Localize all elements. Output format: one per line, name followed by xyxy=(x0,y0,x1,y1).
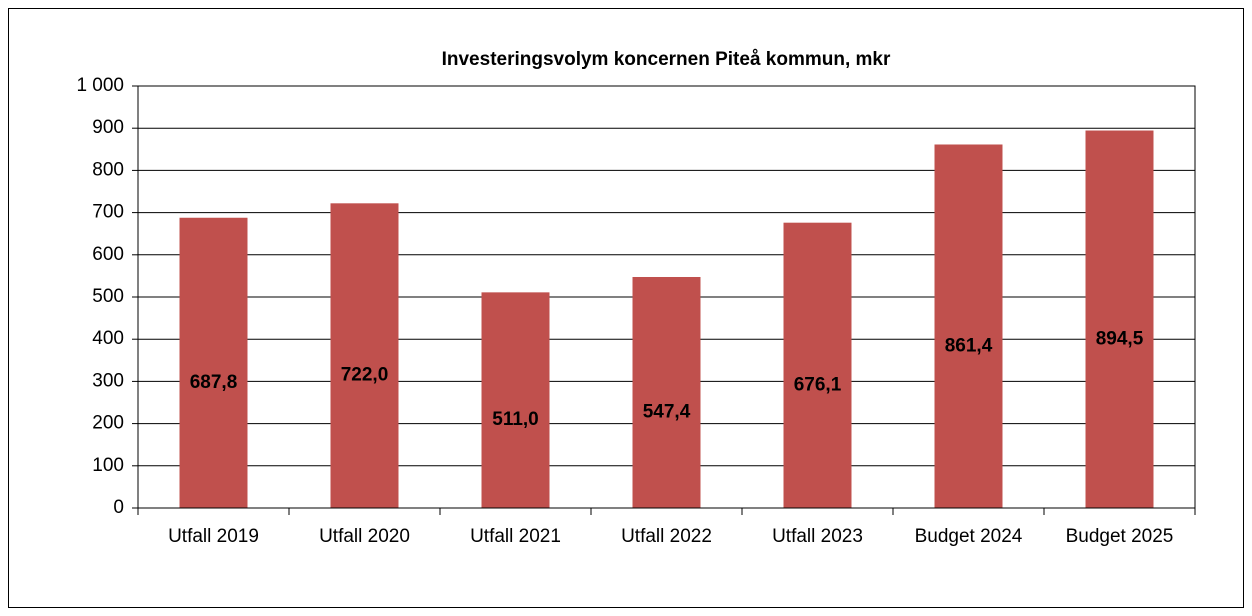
y-tick-label: 0 xyxy=(113,497,124,518)
data-label: 676,1 xyxy=(794,374,842,395)
data-label: 511,0 xyxy=(492,409,539,430)
bar xyxy=(783,222,852,509)
bar xyxy=(632,276,701,508)
bar xyxy=(481,292,550,508)
bar xyxy=(1085,130,1154,508)
y-tick-label: 1 000 xyxy=(76,75,124,96)
y-tick-label: 600 xyxy=(92,244,124,265)
chart-title: Investeringsvolym koncernen Piteå kommun… xyxy=(442,49,891,70)
x-tick-label: Utfall 2022 xyxy=(621,526,712,547)
y-tick-label: 400 xyxy=(92,328,124,349)
data-label: 722,0 xyxy=(341,365,389,386)
y-tick-label: 800 xyxy=(92,159,124,180)
bar xyxy=(179,217,248,508)
x-tick-label: Utfall 2023 xyxy=(772,526,863,547)
x-tick-label: Utfall 2020 xyxy=(319,526,410,547)
y-tick-label: 700 xyxy=(92,202,124,223)
y-tick-label: 300 xyxy=(92,370,124,391)
y-tick-label: 100 xyxy=(92,455,124,476)
x-tick-label: Budget 2025 xyxy=(1066,526,1174,547)
data-label: 547,4 xyxy=(643,402,691,423)
y-tick-label: 900 xyxy=(92,117,124,138)
data-label: 894,5 xyxy=(1096,328,1144,349)
y-tick-label: 500 xyxy=(92,286,124,307)
data-label: 861,4 xyxy=(945,335,993,356)
x-tick-label: Utfall 2019 xyxy=(168,526,259,547)
y-tick-label: 200 xyxy=(92,413,124,434)
data-label: 687,8 xyxy=(190,372,238,393)
x-tick-label: Budget 2024 xyxy=(915,526,1023,547)
bar xyxy=(934,144,1003,508)
bar xyxy=(330,203,399,509)
x-tick-label: Utfall 2021 xyxy=(470,526,561,547)
